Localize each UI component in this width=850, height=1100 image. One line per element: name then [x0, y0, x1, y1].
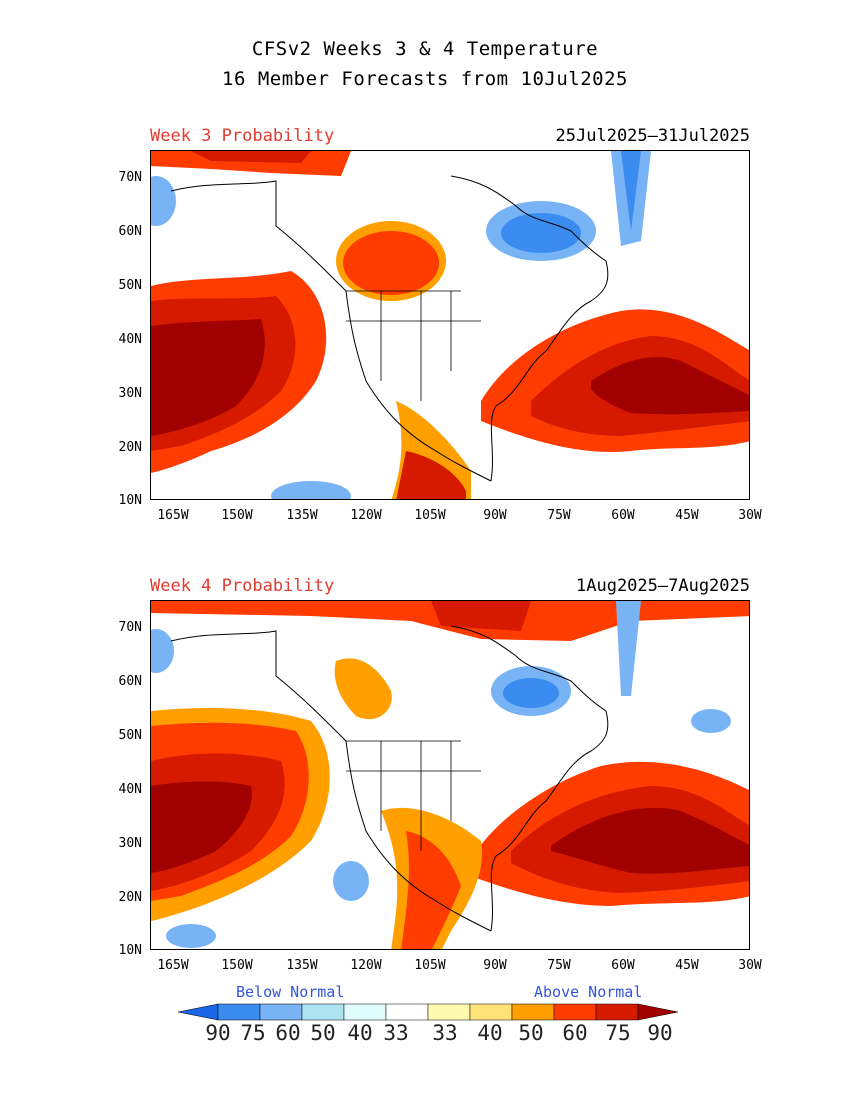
- legend-above-normal: Above Normal: [534, 983, 643, 1001]
- week3-dates: 25Jul2025–31Jul2025: [555, 126, 750, 146]
- lat-label: 40N: [118, 782, 142, 797]
- legend-below-normal: Below Normal: [236, 983, 345, 1001]
- lon-label: 150W: [221, 508, 253, 523]
- legend-value: 90: [647, 1021, 673, 1045]
- legend-value: 75: [605, 1021, 631, 1045]
- lon-label: 60W: [611, 958, 635, 973]
- legend-value: 90: [205, 1021, 231, 1045]
- week3-map-svg: [151, 151, 749, 499]
- lon-label: 45W: [675, 958, 699, 973]
- legend-swatch: [343, 1003, 387, 1021]
- legend-arrow-left: [178, 1003, 219, 1021]
- lon-label: 135W: [286, 508, 318, 523]
- lat-label: 60N: [118, 674, 142, 689]
- legend-swatch: [553, 1003, 597, 1021]
- lon-label: 30W: [738, 508, 762, 523]
- legend-value: 75: [240, 1021, 266, 1045]
- legend-swatch: [469, 1003, 513, 1021]
- week4-map-svg: [151, 601, 749, 949]
- lon-label: 60W: [611, 508, 635, 523]
- week4-dates: 1Aug2025–7Aug2025: [576, 576, 750, 596]
- lon-label: 120W: [350, 958, 382, 973]
- lon-label: 45W: [675, 508, 699, 523]
- legend-colorbar: [178, 1003, 679, 1021]
- legend-swatch: [385, 1003, 429, 1021]
- lat-label: 30N: [118, 836, 142, 851]
- legend-swatch: [595, 1003, 639, 1021]
- legend-value: 33: [383, 1021, 409, 1045]
- lon-label: 105W: [414, 508, 446, 523]
- legend-value: 40: [477, 1021, 503, 1045]
- lon-label: 165W: [157, 958, 189, 973]
- legend-value: 50: [310, 1021, 336, 1045]
- legend-swatch: [511, 1003, 555, 1021]
- lat-label: 30N: [118, 386, 142, 401]
- legend-swatch: [259, 1003, 303, 1021]
- lon-label: 90W: [483, 508, 507, 523]
- legend-value: 60: [562, 1021, 588, 1045]
- week3-label: Week 3 Probability: [150, 126, 335, 146]
- lon-label: 105W: [414, 958, 446, 973]
- legend-value: 40: [347, 1021, 373, 1045]
- lon-label: 75W: [547, 958, 571, 973]
- week3-map: [150, 150, 750, 500]
- lon-label: 150W: [221, 958, 253, 973]
- lat-label: 20N: [118, 890, 142, 905]
- lon-label: 135W: [286, 958, 318, 973]
- lat-label: 10N: [118, 493, 142, 508]
- lon-label: 30W: [738, 958, 762, 973]
- lon-label: 75W: [547, 508, 571, 523]
- lat-label: 20N: [118, 440, 142, 455]
- lat-label: 10N: [118, 943, 142, 958]
- legend-value: 33: [432, 1021, 458, 1045]
- lat-label: 50N: [118, 278, 142, 293]
- week4-label: Week 4 Probability: [150, 576, 335, 596]
- legend-swatch: [217, 1003, 261, 1021]
- lon-label: 90W: [483, 958, 507, 973]
- week4-map: [150, 600, 750, 950]
- legend-swatch: [301, 1003, 345, 1021]
- legend-value: 60: [275, 1021, 301, 1045]
- lon-label: 120W: [350, 508, 382, 523]
- lat-label: 40N: [118, 332, 142, 347]
- legend-arrow-right: [637, 1003, 679, 1021]
- lon-label: 165W: [157, 508, 189, 523]
- lat-label: 50N: [118, 728, 142, 743]
- lat-label: 60N: [118, 224, 142, 239]
- title-line-2: 16 Member Forecasts from 10Jul2025: [222, 68, 628, 90]
- lat-label: 70N: [118, 170, 142, 185]
- legend-value: 50: [518, 1021, 544, 1045]
- title-line-1: CFSv2 Weeks 3 & 4 Temperature: [251, 38, 599, 60]
- lat-label: 70N: [118, 620, 142, 635]
- legend-swatch: [427, 1003, 471, 1021]
